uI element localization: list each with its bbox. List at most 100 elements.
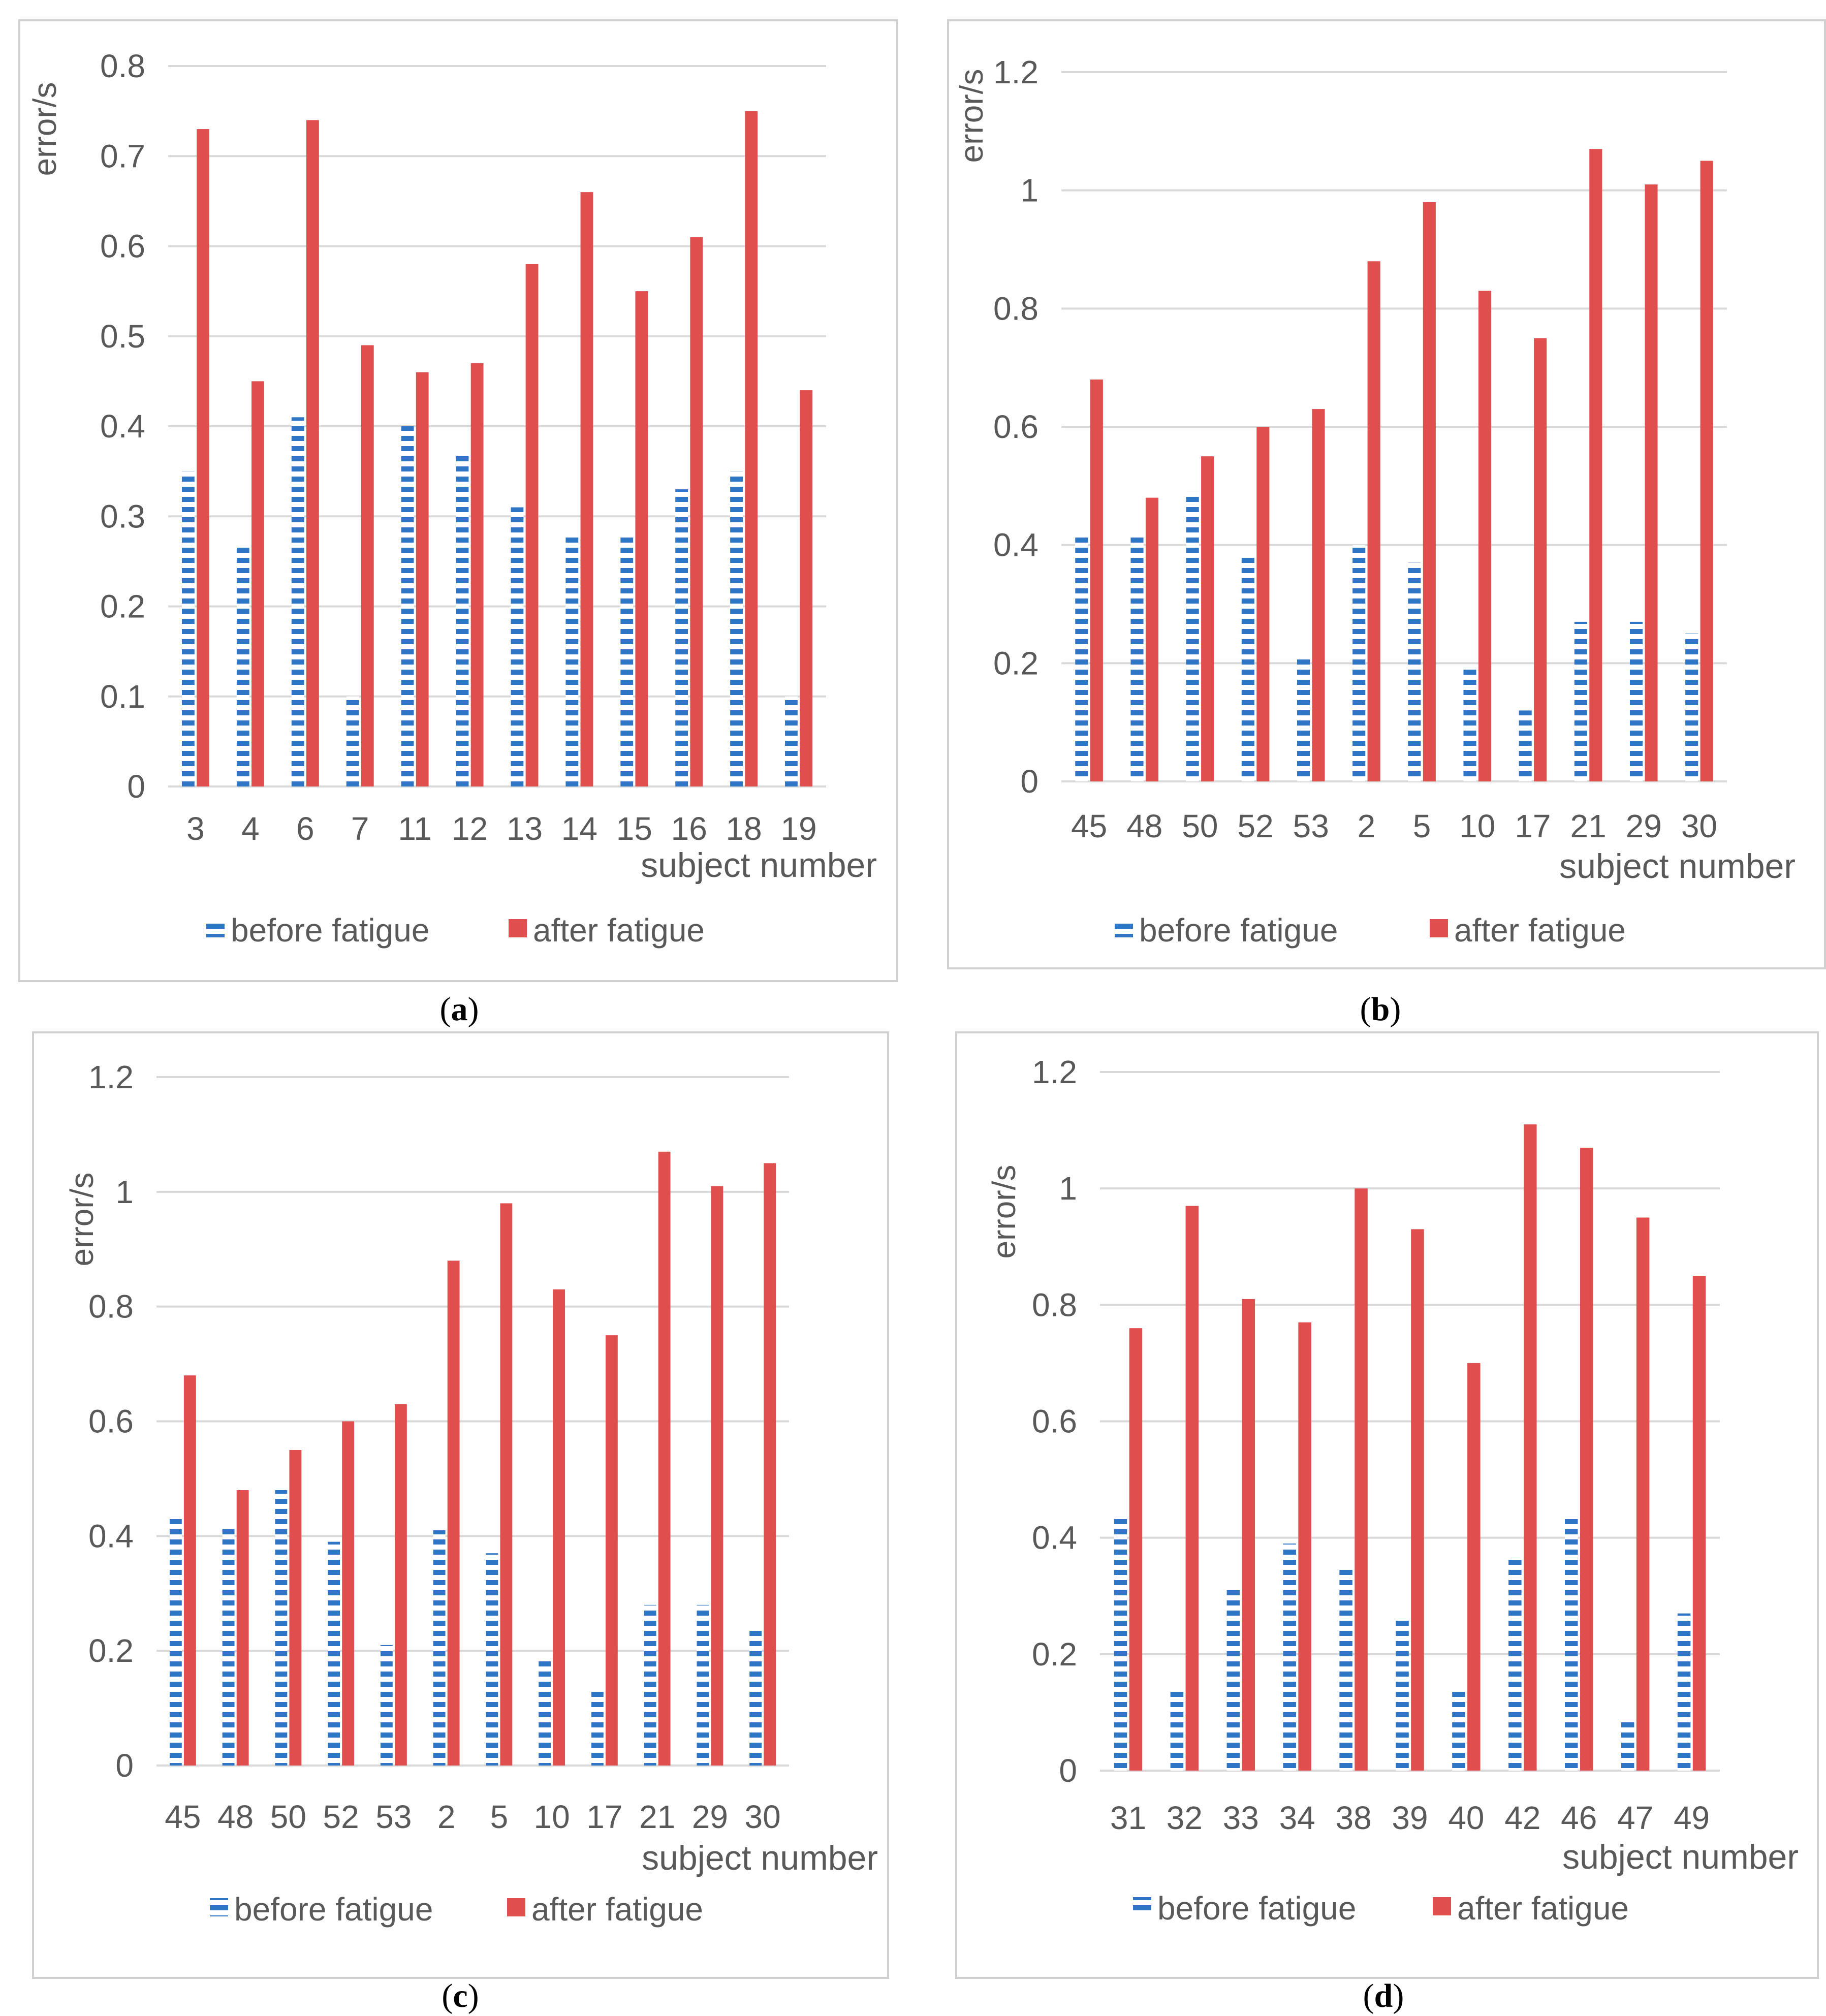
chart-a-y-tick-label: 0.4 — [100, 408, 145, 445]
chart-b-x-tick-label: 2 — [1358, 808, 1376, 844]
chart-d-bar-before-34 — [1283, 1544, 1296, 1771]
chart-b-bar-before-30 — [1685, 634, 1698, 781]
chart-b-x-tick-label: 29 — [1626, 808, 1662, 844]
chart-d-bar-after-31 — [1129, 1328, 1143, 1771]
chart-b-y-axis-label: error/s — [953, 69, 990, 163]
chart-a-bar-after-6 — [306, 120, 319, 787]
chart-c-y-tick-label: 0.6 — [88, 1403, 134, 1440]
chart-a-bar-before-16 — [675, 489, 688, 786]
chart-c-svg: 0 0.2 0.4 0.6 0.8 1 1.2 error/s 45 48 50 52 53 2 5 10 17… — [32, 1031, 889, 1979]
chart-b-bar-after-53 — [1312, 409, 1325, 781]
chart-c-bar-before-5 — [486, 1553, 498, 1766]
chart-d-bar-after-47 — [1636, 1217, 1650, 1771]
chart-b-bar-before-21 — [1574, 621, 1587, 781]
chart-c-legend-label-after: after fatigue — [531, 1891, 703, 1928]
chart-c-x-tick-label: 17 — [586, 1799, 622, 1835]
chart-b-bar-after-52 — [1256, 427, 1270, 781]
chart-a-y-tick-label: 0 — [127, 768, 145, 805]
chart-a-y-tick-label: 0.1 — [100, 678, 145, 715]
chart-a-x-tick-label: 11 — [398, 810, 431, 847]
chart-d-x-tick-label: 46 — [1561, 1800, 1597, 1836]
chart-a-bar-before-15 — [620, 534, 634, 786]
chart-b-bar-before-17 — [1519, 710, 1532, 781]
chart-a-x-tick-label: 14 — [561, 810, 597, 847]
chart-d-x-tick-label: 33 — [1223, 1800, 1259, 1836]
chart-d-x-tick-label: 49 — [1674, 1800, 1710, 1836]
chart-d-bar-after-32 — [1185, 1206, 1199, 1771]
chart-a-bar-after-16 — [690, 237, 703, 786]
chart-b-y-tick-label: 1 — [1020, 172, 1038, 209]
chart-b-bar-after-21 — [1589, 149, 1602, 781]
chart-a-x-tick-label: 7 — [351, 810, 369, 847]
chart-a-bar-after-18 — [745, 111, 758, 786]
chart-c-frame — [32, 1031, 889, 1979]
chart-panel-a: 0 0.1 0.2 0.3 0.4 0.5 0.6 0.7 0.8 error/s 3 4 6 7 11 12… — [18, 19, 898, 982]
chart-d-y-tick-label: 0.6 — [1032, 1403, 1077, 1440]
chart-d-bar-after-46 — [1580, 1147, 1593, 1771]
chart-a-bar-after-19 — [800, 390, 813, 786]
chart-c-bar-after-10 — [553, 1289, 565, 1766]
chart-d-x-tick-label: 47 — [1617, 1800, 1653, 1836]
chart-b-bar-before-52 — [1241, 556, 1254, 781]
chart-a-x-tick-label: 18 — [726, 810, 762, 847]
chart-b-bar-after-30 — [1700, 161, 1713, 781]
chart-c-x-tick-label: 5 — [490, 1799, 509, 1835]
chart-c-legend-label-before: before fatigue — [234, 1891, 433, 1928]
chart-a-legend-label-after: after fatigue — [533, 912, 705, 949]
chart-d-x-tick-label: 31 — [1110, 1800, 1146, 1836]
chart-c-bar-after-29 — [711, 1186, 723, 1766]
chart-c-bar-after-30 — [764, 1163, 776, 1766]
chart-c-bar-before-29 — [697, 1604, 709, 1766]
chart-a-legend-swatch-before — [206, 919, 225, 937]
chart-d-x-tick-label: 39 — [1392, 1800, 1428, 1836]
chart-a-legend-label-before: before fatigue — [231, 912, 429, 949]
chart-d-bar-after-42 — [1524, 1124, 1537, 1771]
chart-a-bar-before-13 — [511, 507, 524, 786]
caption-d: (d) — [1363, 1977, 1404, 2014]
chart-b-bar-before-5 — [1408, 562, 1421, 781]
chart-c-x-tick-label: 10 — [534, 1799, 570, 1835]
chart-a-bar-after-11 — [416, 372, 429, 786]
chart-b-bar-after-45 — [1090, 379, 1103, 781]
chart-panel-b: 0 0.2 0.4 0.6 0.8 1 1.2 error/s 45 48 50 52 53 2 5 10 17… — [947, 19, 1826, 969]
chart-b-legend-swatch-after — [1430, 919, 1448, 937]
chart-c-x-tick-label: 2 — [437, 1799, 456, 1835]
chart-b-x-tick-label: 5 — [1413, 808, 1431, 844]
chart-c-bar-after-21 — [658, 1151, 671, 1766]
chart-panel-d: 0 0.2 0.4 0.6 0.8 1 1.2 error/s 31 32 33 34 38 39 40 42… — [955, 1031, 1819, 1979]
chart-a-bar-before-11 — [401, 426, 414, 786]
chart-a-bar-before-6 — [291, 417, 304, 786]
chart-c-y-tick-label: 0.2 — [88, 1632, 134, 1669]
chart-d-x-tick-label: 32 — [1167, 1800, 1203, 1836]
chart-b-x-tick-label: 53 — [1293, 808, 1329, 844]
chart-d-bar-before-42 — [1508, 1555, 1522, 1771]
chart-a-bar-before-7 — [346, 696, 359, 786]
chart-c-x-tick-label: 21 — [639, 1799, 675, 1835]
caption-b: (b) — [1360, 991, 1401, 1028]
chart-c-bar-before-2 — [433, 1530, 446, 1766]
chart-b-bar-before-10 — [1463, 669, 1476, 781]
chart-b-y-tick-label: 0 — [1020, 763, 1038, 800]
chart-a-bar-before-19 — [785, 696, 798, 786]
chart-d-bar-before-47 — [1621, 1718, 1634, 1771]
chart-d-y-tick-label: 0 — [1059, 1752, 1077, 1789]
chart-a-y-tick-label: 0.7 — [100, 138, 145, 174]
chart-d-y-axis-label: error/s — [986, 1165, 1022, 1259]
chart-a-x-axis-label: subject number — [641, 846, 877, 885]
chart-c-x-axis-label: subject number — [642, 1839, 878, 1877]
chart-c-bar-before-21 — [644, 1604, 656, 1766]
chart-a-bar-after-13 — [525, 264, 539, 787]
caption-c-letter: c — [453, 1977, 467, 2014]
chart-c-bar-after-48 — [236, 1490, 249, 1766]
chart-d-bar-after-49 — [1692, 1276, 1706, 1771]
chart-c-bar-before-45 — [169, 1519, 182, 1766]
caption-d-letter: d — [1374, 1977, 1393, 2014]
chart-c-x-tick-label: 52 — [323, 1799, 359, 1835]
chart-b-x-axis-label: subject number — [1559, 847, 1796, 886]
chart-c-bar-before-48 — [222, 1524, 235, 1766]
chart-a-x-tick-label: 19 — [780, 810, 816, 847]
chart-b-bar-before-45 — [1075, 533, 1088, 781]
chart-a-x-tick-label: 3 — [186, 810, 205, 847]
chart-d-bar-after-39 — [1411, 1229, 1424, 1771]
chart-a-legend-swatch-after — [509, 919, 527, 937]
